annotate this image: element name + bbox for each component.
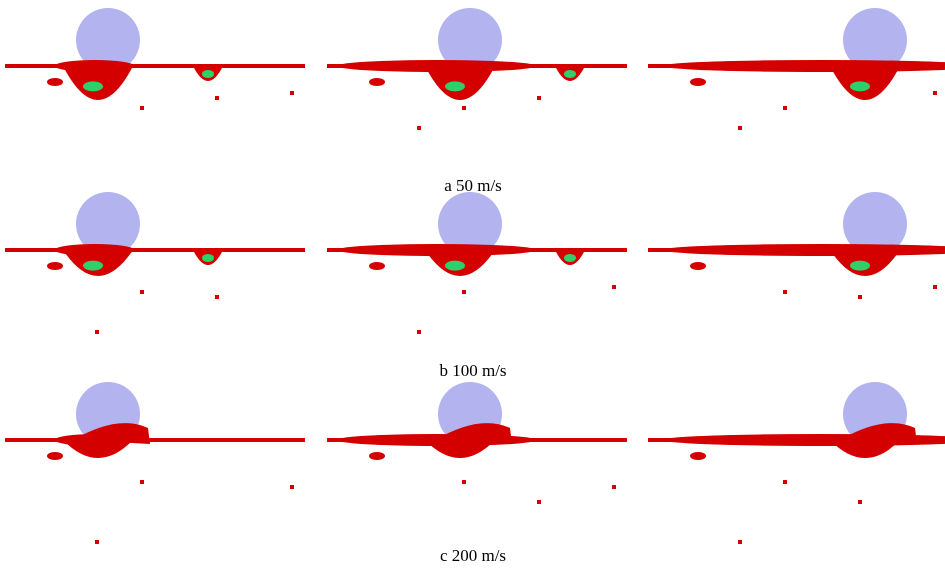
debris <box>47 452 63 460</box>
fragment <box>462 480 466 484</box>
damage-zone <box>850 261 870 271</box>
crater <box>425 440 495 458</box>
fragment <box>290 91 294 95</box>
fragment <box>462 290 466 294</box>
debris <box>369 262 385 270</box>
fragment <box>933 285 937 289</box>
crater <box>63 440 133 458</box>
debris <box>690 452 706 460</box>
fragment <box>95 330 99 334</box>
damage-zone <box>445 81 465 91</box>
fragment <box>290 485 294 489</box>
fragment <box>738 540 742 544</box>
fragment <box>140 290 144 294</box>
damage-zone <box>83 81 103 91</box>
fragment <box>858 500 862 504</box>
debris <box>690 78 706 86</box>
fragment <box>783 290 787 294</box>
damage-zone <box>202 70 214 78</box>
crater <box>830 440 900 458</box>
debris-layer <box>662 60 945 72</box>
debris <box>47 262 63 270</box>
fragment <box>215 295 219 299</box>
fragment <box>612 285 616 289</box>
target-plate <box>5 438 305 442</box>
fragment <box>783 106 787 110</box>
fragment <box>783 480 787 484</box>
fragment <box>417 126 421 130</box>
fragment <box>933 91 937 95</box>
damage-zone <box>202 254 214 262</box>
debris <box>690 262 706 270</box>
debris-layer <box>662 244 945 256</box>
target-plate <box>5 64 305 68</box>
target-plate <box>5 248 305 252</box>
fragment <box>140 480 144 484</box>
fragment <box>858 295 862 299</box>
figure: a 50 m/s b 100 m/s c 200 m/s <box>0 0 945 569</box>
page: {"captions": ["a 50 m/s", "b 100 m/s", "… <box>0 0 945 569</box>
fragment <box>417 330 421 334</box>
debris <box>369 452 385 460</box>
fragment <box>612 485 616 489</box>
fragment <box>140 106 144 110</box>
damage-zone <box>83 261 103 271</box>
fragment <box>95 540 99 544</box>
fragment <box>462 106 466 110</box>
fragment <box>537 500 541 504</box>
damage-zone <box>564 254 576 262</box>
caption: b 100 m/s <box>439 361 506 380</box>
damage-zone <box>564 70 576 78</box>
fragment <box>215 96 219 100</box>
fragment <box>738 126 742 130</box>
fragment <box>537 96 541 100</box>
debris <box>369 78 385 86</box>
damage-zone <box>850 81 870 91</box>
damage-zone <box>445 261 465 271</box>
caption: c 200 m/s <box>440 546 506 565</box>
debris <box>47 78 63 86</box>
